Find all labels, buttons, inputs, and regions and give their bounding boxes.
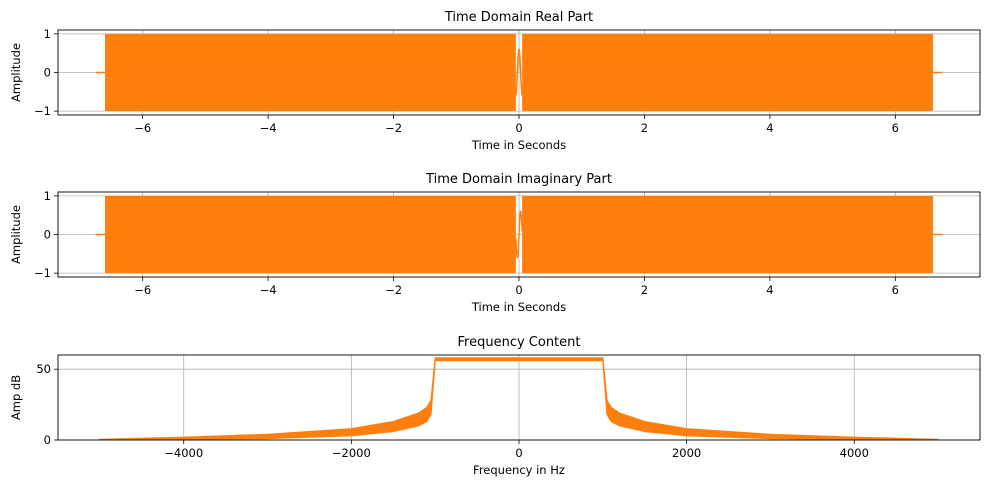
signal-center bbox=[515, 48, 523, 96]
x-tick-label: 4000 bbox=[840, 446, 869, 460]
y-axis-label: Amp dB bbox=[9, 375, 23, 420]
subplot-title: Frequency Content bbox=[458, 335, 581, 350]
plot-area bbox=[99, 357, 939, 440]
x-tick-label: 4 bbox=[766, 283, 773, 297]
x-tick-label: −6 bbox=[134, 283, 151, 297]
spectrum-area bbox=[99, 357, 939, 440]
subplot-title: Time Domain Imaginary Part bbox=[425, 172, 612, 187]
plot-area bbox=[95, 195, 943, 274]
x-tick-label: −4 bbox=[260, 121, 277, 135]
y-tick-label: 0 bbox=[44, 433, 51, 447]
x-tick-label: −6 bbox=[134, 121, 151, 135]
x-axis-label: Time in Seconds bbox=[471, 138, 566, 152]
signal-band-right bbox=[522, 195, 933, 274]
x-tick-label: 2 bbox=[641, 121, 648, 135]
x-tick-label: 0 bbox=[515, 283, 522, 297]
y-axis-label: Amplitude bbox=[9, 43, 23, 102]
y-tick-label: −1 bbox=[34, 104, 51, 118]
subplot-title: Time Domain Real Part bbox=[444, 10, 593, 25]
y-tick-label: 0 bbox=[44, 66, 51, 80]
y-tick-label: −1 bbox=[34, 266, 51, 280]
x-tick-label: 0 bbox=[515, 121, 522, 135]
x-tick-label: −2 bbox=[385, 283, 402, 297]
x-tick-label: 2000 bbox=[672, 446, 701, 460]
y-tick-label: 50 bbox=[36, 362, 51, 376]
plot-area bbox=[95, 33, 943, 112]
x-tick-label: 6 bbox=[892, 283, 899, 297]
y-tick-label: 1 bbox=[44, 189, 51, 203]
x-tick-label: 0 bbox=[515, 446, 522, 460]
y-tick-label: 1 bbox=[44, 27, 51, 41]
y-axis-label: Amplitude bbox=[9, 205, 23, 264]
signal-band-right bbox=[522, 33, 933, 112]
x-tick-label: 4 bbox=[766, 121, 773, 135]
x-tick-label: 2 bbox=[641, 283, 648, 297]
x-tick-label: 6 bbox=[892, 121, 899, 135]
x-tick-label: −4 bbox=[260, 283, 277, 297]
x-tick-label: −2000 bbox=[332, 446, 371, 460]
subplot-1: −6 −4 −2 0 2 4 6 −1 0 1 Time Domain Real Part Time … bbox=[9, 10, 981, 152]
signal-center bbox=[515, 210, 523, 259]
subplot-2: −6 −4 −2 0 2 4 6 −1 0 1 Time Domain Imaginary Part… bbox=[9, 172, 981, 314]
signal-band-left bbox=[105, 33, 516, 112]
signal-band-left bbox=[105, 195, 516, 274]
y-tick-label: 0 bbox=[44, 228, 51, 242]
x-tick-label: −4000 bbox=[164, 446, 203, 460]
x-axis-label: Frequency in Hz bbox=[473, 463, 565, 477]
x-axis-label: Time in Seconds bbox=[471, 300, 566, 314]
x-tick-label: −2 bbox=[385, 121, 402, 135]
subplot-3: −4000 −2000 0 2000 4000 0 50 Frequency Content F… bbox=[9, 335, 981, 477]
